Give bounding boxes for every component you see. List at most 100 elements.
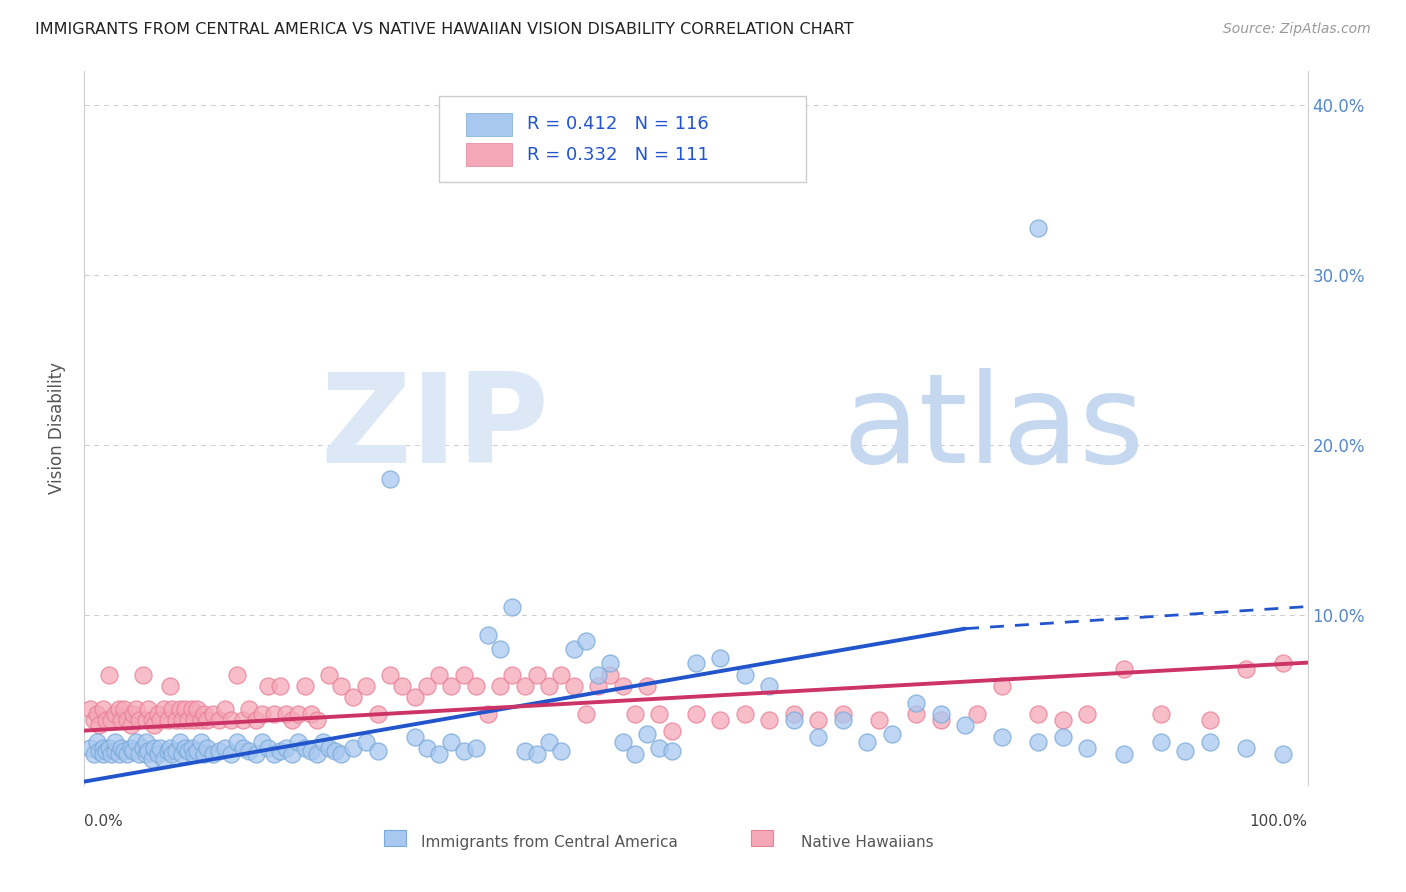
Point bbox=[79, 740, 101, 755]
Point bbox=[305, 714, 328, 728]
Point bbox=[195, 740, 218, 755]
Point bbox=[112, 744, 135, 758]
Point bbox=[257, 680, 280, 694]
Point bbox=[294, 740, 316, 755]
Point bbox=[526, 747, 548, 762]
Point bbox=[1236, 740, 1258, 755]
Point bbox=[562, 642, 585, 657]
Point bbox=[1272, 747, 1295, 762]
Point bbox=[489, 680, 512, 694]
Point bbox=[100, 747, 122, 762]
Point bbox=[276, 706, 298, 721]
Point bbox=[186, 701, 208, 715]
Point bbox=[1150, 706, 1173, 721]
Point bbox=[1198, 714, 1220, 728]
Point bbox=[929, 714, 952, 728]
Point bbox=[162, 747, 184, 762]
Point bbox=[807, 731, 830, 745]
Point bbox=[226, 735, 249, 749]
Point bbox=[453, 667, 475, 681]
Point bbox=[276, 740, 298, 755]
Point bbox=[440, 735, 463, 749]
Point bbox=[624, 747, 647, 762]
Point bbox=[330, 747, 353, 762]
Point bbox=[219, 747, 242, 762]
Point bbox=[513, 680, 536, 694]
Point bbox=[165, 744, 187, 758]
Point bbox=[132, 740, 155, 755]
Point bbox=[758, 714, 780, 728]
Point bbox=[219, 714, 242, 728]
Point bbox=[287, 706, 309, 721]
Text: ZIP: ZIP bbox=[321, 368, 550, 489]
Point bbox=[1114, 662, 1136, 676]
Point bbox=[953, 718, 976, 732]
Point bbox=[173, 740, 195, 755]
Point bbox=[404, 690, 426, 704]
Point bbox=[172, 747, 194, 762]
Text: Immigrants from Central America: Immigrants from Central America bbox=[420, 835, 678, 850]
Point bbox=[238, 744, 260, 758]
Point bbox=[367, 706, 389, 721]
Point bbox=[538, 680, 561, 694]
Point bbox=[367, 744, 389, 758]
Point bbox=[1052, 714, 1074, 728]
Point bbox=[1198, 735, 1220, 749]
Point bbox=[115, 714, 138, 728]
Point bbox=[880, 727, 903, 741]
Point bbox=[299, 744, 322, 758]
Point bbox=[464, 680, 486, 694]
Point bbox=[477, 628, 499, 642]
Point bbox=[342, 740, 364, 755]
Point bbox=[330, 680, 353, 694]
Point bbox=[1174, 744, 1197, 758]
Point bbox=[115, 747, 138, 762]
Point bbox=[122, 744, 145, 758]
Text: 100.0%: 100.0% bbox=[1250, 814, 1308, 829]
Point bbox=[599, 656, 621, 670]
Point bbox=[624, 706, 647, 721]
Point bbox=[734, 706, 756, 721]
Point bbox=[141, 752, 163, 766]
Point bbox=[79, 701, 101, 715]
Point bbox=[783, 714, 806, 728]
Point bbox=[159, 740, 181, 755]
Point bbox=[263, 706, 285, 721]
Point bbox=[513, 744, 536, 758]
Point bbox=[250, 735, 273, 749]
Point bbox=[149, 740, 172, 755]
Point bbox=[1076, 740, 1098, 755]
Point bbox=[929, 706, 952, 721]
Point bbox=[869, 714, 891, 728]
Point bbox=[165, 714, 187, 728]
Point bbox=[156, 714, 179, 728]
Point bbox=[110, 740, 132, 755]
Point bbox=[269, 680, 291, 694]
Point bbox=[636, 680, 658, 694]
Point bbox=[97, 667, 120, 681]
Point bbox=[214, 701, 236, 715]
Y-axis label: Vision Disability: Vision Disability bbox=[48, 362, 66, 494]
Point bbox=[734, 667, 756, 681]
Point bbox=[685, 706, 707, 721]
Point bbox=[86, 706, 108, 721]
FancyBboxPatch shape bbox=[384, 830, 406, 846]
Point bbox=[538, 735, 561, 749]
Point bbox=[128, 714, 150, 728]
Point bbox=[489, 642, 512, 657]
Point bbox=[110, 714, 132, 728]
Point bbox=[149, 714, 172, 728]
Point bbox=[636, 727, 658, 741]
Point bbox=[1052, 731, 1074, 745]
Point bbox=[427, 747, 450, 762]
Point bbox=[91, 747, 114, 762]
Point bbox=[226, 667, 249, 681]
Point bbox=[186, 744, 208, 758]
Point bbox=[87, 718, 110, 732]
Point bbox=[214, 740, 236, 755]
Point bbox=[991, 680, 1014, 694]
FancyBboxPatch shape bbox=[439, 96, 806, 182]
Point bbox=[966, 706, 988, 721]
Point bbox=[107, 701, 129, 715]
Point bbox=[856, 735, 879, 749]
